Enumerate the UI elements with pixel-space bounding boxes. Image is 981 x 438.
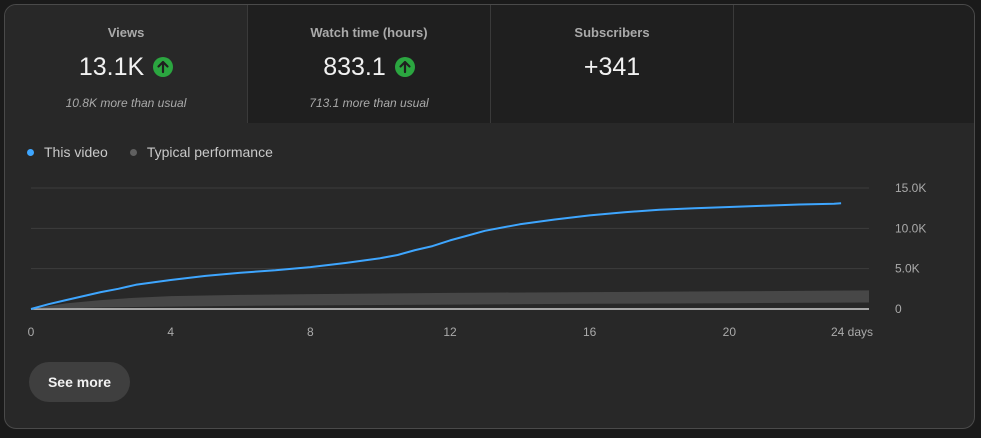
x-tick-label: 20	[723, 325, 737, 339]
x-tick-label: 8	[307, 325, 314, 339]
legend-label: Typical performance	[146, 144, 273, 160]
metric-value: +341	[583, 53, 641, 81]
y-tick-label: 15.0K	[895, 181, 926, 195]
legend-label: This video	[44, 144, 108, 160]
metric-label: Watch time (hours)	[310, 25, 428, 40]
metric-label: Subscribers	[574, 25, 650, 40]
metric-value: 833.1	[323, 53, 386, 81]
legend-dot-this-video	[27, 148, 34, 156]
analytics-card: Views 13.1K 10.8K more than usual Watch …	[4, 4, 975, 429]
legend-dot-typical	[129, 148, 137, 156]
metric-tab-watch-time[interactable]: Watch time (hours) 833.1 713.1 more than…	[248, 5, 491, 123]
views-chart[interactable]: 15.0K 10.0K 5.0K 0 0 4 8 12 16 20 24 days	[5, 165, 975, 345]
metric-value: 13.1K	[78, 53, 145, 81]
x-tick-label: 24 days	[831, 325, 873, 339]
metrics-row: Views 13.1K 10.8K more than usual Watch …	[5, 5, 974, 123]
metric-tab-subscribers[interactable]: Subscribers +341	[491, 5, 734, 123]
series-typical-performance-band	[31, 290, 869, 309]
metric-note: 10.8K more than usual	[65, 96, 187, 110]
metric-tab-views[interactable]: Views 13.1K 10.8K more than usual	[5, 5, 248, 123]
legend-item-this-video: This video	[27, 144, 108, 160]
y-tick-label: 0	[895, 302, 902, 316]
x-tick-label: 16	[583, 325, 597, 339]
x-tick-label: 0	[28, 325, 35, 339]
metric-tab-empty	[734, 5, 974, 123]
series-this-video-line	[30, 202, 842, 310]
see-more-button[interactable]: See more	[29, 362, 130, 402]
x-tick-label: 4	[167, 325, 174, 339]
x-tick-label: 12	[443, 325, 457, 339]
metric-note: 713.1 more than usual	[309, 96, 429, 110]
arrow-up-icon	[394, 57, 415, 77]
legend-item-typical: Typical performance	[129, 144, 273, 160]
metric-note	[491, 96, 733, 110]
chart-legend: This video Typical performance	[27, 144, 295, 160]
y-tick-label: 10.0K	[895, 221, 926, 235]
arrow-up-icon	[153, 57, 174, 77]
y-tick-label: 5.0K	[895, 262, 920, 276]
metric-label: Views	[107, 25, 145, 40]
